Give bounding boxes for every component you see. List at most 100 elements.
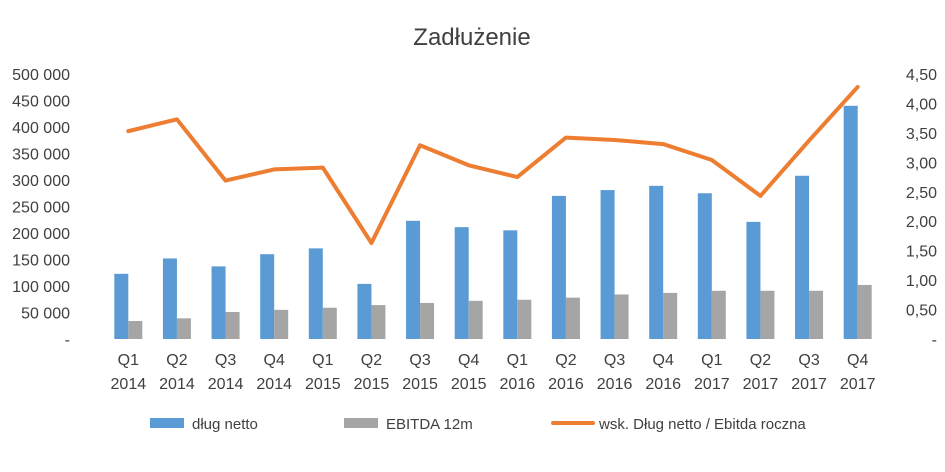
x-tick-year: 2014 (208, 376, 244, 393)
bar-ebitda-12m (468, 300, 483, 339)
x-tick-year: 2017 (840, 376, 876, 393)
bar-dlug-netto (260, 254, 275, 339)
bar-ebitda-12m (711, 290, 726, 339)
legend-label: EBITDA 12m (386, 416, 473, 433)
left-tick-label: 150 000 (12, 253, 70, 270)
left-tick-label: 100 000 (12, 279, 70, 296)
bar-series (114, 105, 872, 339)
x-tick-quarter: Q4 (458, 352, 479, 369)
legend: dług netto EBITDA 12m wsk. Dług netto / Eb… (150, 416, 806, 433)
x-tick-year: 2014 (159, 376, 195, 393)
bar-ebitda-12m (565, 297, 580, 339)
left-tick-label: 350 000 (12, 147, 70, 164)
x-tick-quarter: Q3 (409, 352, 430, 369)
x-tick-quarter: Q1 (701, 352, 722, 369)
left-tick-label: - (65, 332, 70, 349)
x-tick-year: 2016 (597, 376, 633, 393)
x-tick-year: 2015 (354, 376, 390, 393)
x-tick-year: 2016 (548, 376, 584, 393)
bar-dlug-netto (357, 283, 372, 339)
bar-ebitda-12m (760, 290, 775, 339)
x-tick-quarter: Q2 (750, 352, 771, 369)
x-tick-quarter: Q1 (312, 352, 333, 369)
x-tick-quarter: Q4 (264, 352, 285, 369)
right-tick-label: 2,50 (906, 185, 937, 202)
x-tick-year: 2015 (451, 376, 487, 393)
bar-dlug-netto (649, 185, 664, 339)
x-tick-quarter: Q3 (798, 352, 819, 369)
bar-dlug-netto (162, 258, 177, 339)
x-tick-year: 2017 (694, 376, 730, 393)
right-y-axis: - 0,50 1,00 1,50 2,00 2,50 3,00 3,50 4,00 4,50 (906, 67, 937, 349)
bar-dlug-netto (843, 105, 858, 339)
bar-ebitda-12m (614, 294, 629, 339)
bar-dlug-netto (406, 220, 421, 339)
x-tick-year: 2016 (645, 376, 681, 393)
left-tick-label: 450 000 (12, 94, 70, 111)
x-tick-quarter: Q1 (118, 352, 139, 369)
right-tick-label: 0,50 (906, 303, 937, 320)
x-tick-quarter: Q2 (166, 352, 187, 369)
x-tick-quarter: Q3 (215, 352, 236, 369)
bar-ebitda-12m (420, 302, 435, 339)
right-tick-label: 4,50 (906, 67, 937, 84)
left-tick-label: 300 000 (12, 173, 70, 190)
x-tick-quarter: Q1 (507, 352, 528, 369)
right-tick-label: 3,50 (906, 126, 937, 143)
bar-dlug-netto (454, 227, 469, 339)
x-tick-quarter: Q2 (555, 352, 576, 369)
bar-dlug-netto (114, 273, 129, 339)
left-tick-label: 50 000 (21, 306, 70, 323)
bar-dlug-netto (211, 266, 226, 339)
x-tick-year: 2017 (743, 376, 779, 393)
bar-dlug-netto (503, 230, 518, 339)
bar-dlug-netto (551, 195, 566, 339)
bar-ebitda-12m (517, 299, 532, 339)
ratio-line (126, 84, 860, 246)
x-tick-year: 2014 (256, 376, 292, 393)
bar-dlug-netto (600, 190, 615, 339)
left-tick-label: 400 000 (12, 120, 70, 137)
bar-dlug-netto (746, 221, 761, 339)
x-tick-year: 2015 (402, 376, 438, 393)
left-tick-label: 250 000 (12, 200, 70, 217)
x-tick-quarter: Q4 (847, 352, 868, 369)
bar-ebitda-12m (371, 305, 386, 339)
legend-label: wsk. Dług netto / Ebitda roczna (598, 416, 806, 433)
bar-ebitda-12m (274, 309, 289, 339)
legend-swatch (150, 418, 184, 428)
line-series (126, 84, 860, 246)
x-tick-quarter: Q4 (653, 352, 674, 369)
right-tick-label: 2,00 (906, 214, 937, 231)
right-tick-label: 3,00 (906, 155, 937, 172)
legend-label: dług netto (192, 416, 258, 433)
x-tick-year: 2017 (791, 376, 827, 393)
bar-ebitda-12m (857, 284, 872, 339)
left-tick-label: 500 000 (12, 67, 70, 84)
bar-ebitda-12m (176, 318, 191, 339)
right-tick-label: - (932, 332, 937, 349)
bar-ebitda-12m (322, 307, 337, 339)
left-y-axis: - 50 000 100 000 150 000 200 000 250 000 300 0… (12, 67, 70, 349)
right-tick-label: 1,00 (906, 273, 937, 290)
x-tick-quarter: Q3 (604, 352, 625, 369)
x-tick-year: 2015 (305, 376, 341, 393)
chart-title: Zadłużenie (413, 24, 530, 51)
bar-ebitda-12m (225, 311, 240, 339)
right-tick-label: 1,50 (906, 244, 937, 261)
left-tick-label: 200 000 (12, 226, 70, 243)
bar-dlug-netto (308, 248, 323, 339)
x-axis: Q1 2014 Q2 2014 Q3 2014 Q4 2014 Q1 2015 Q2 2015 Q3 20… (111, 352, 876, 393)
bar-dlug-netto (795, 175, 810, 339)
bar-dlug-netto (697, 193, 712, 339)
legend-swatch (344, 418, 378, 428)
right-tick-label: 4,00 (906, 96, 937, 113)
x-tick-year: 2016 (500, 376, 536, 393)
x-tick-year: 2014 (111, 376, 147, 393)
bar-ebitda-12m (809, 290, 824, 339)
bar-ebitda-12m (663, 292, 678, 339)
bar-ebitda-12m (128, 320, 143, 339)
x-tick-quarter: Q2 (361, 352, 382, 369)
